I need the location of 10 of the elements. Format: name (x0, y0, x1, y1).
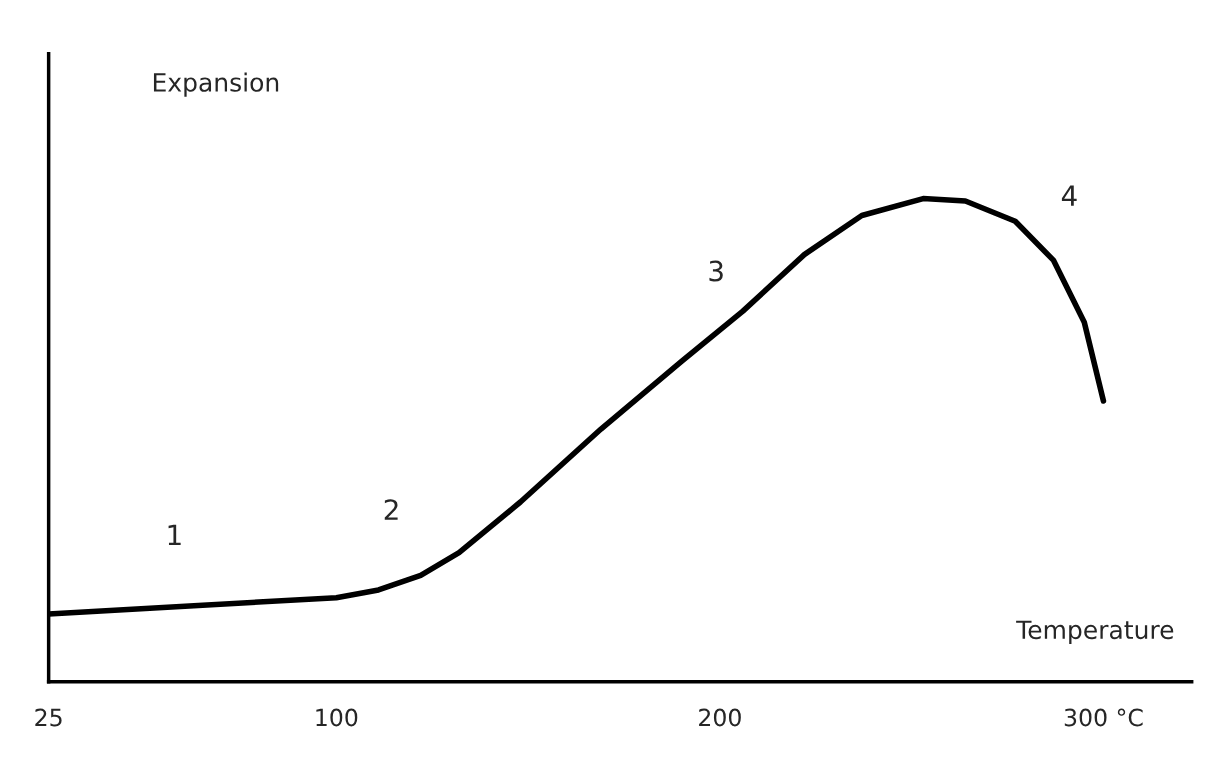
annotation: 3 (709, 260, 723, 282)
y-axis-title: Expansion (153, 72, 279, 97)
x-tick-label: 300 °C (1064, 708, 1143, 727)
annotation: 1 (168, 524, 181, 545)
x-tick-label: 100 (316, 708, 358, 727)
x-tick-label: 25 (35, 708, 62, 727)
x-axis-title: Temperature (1016, 620, 1174, 645)
x-tick-label: 200 (699, 708, 741, 727)
annotation: 4 (1061, 185, 1077, 206)
annotation: 2 (384, 499, 398, 520)
